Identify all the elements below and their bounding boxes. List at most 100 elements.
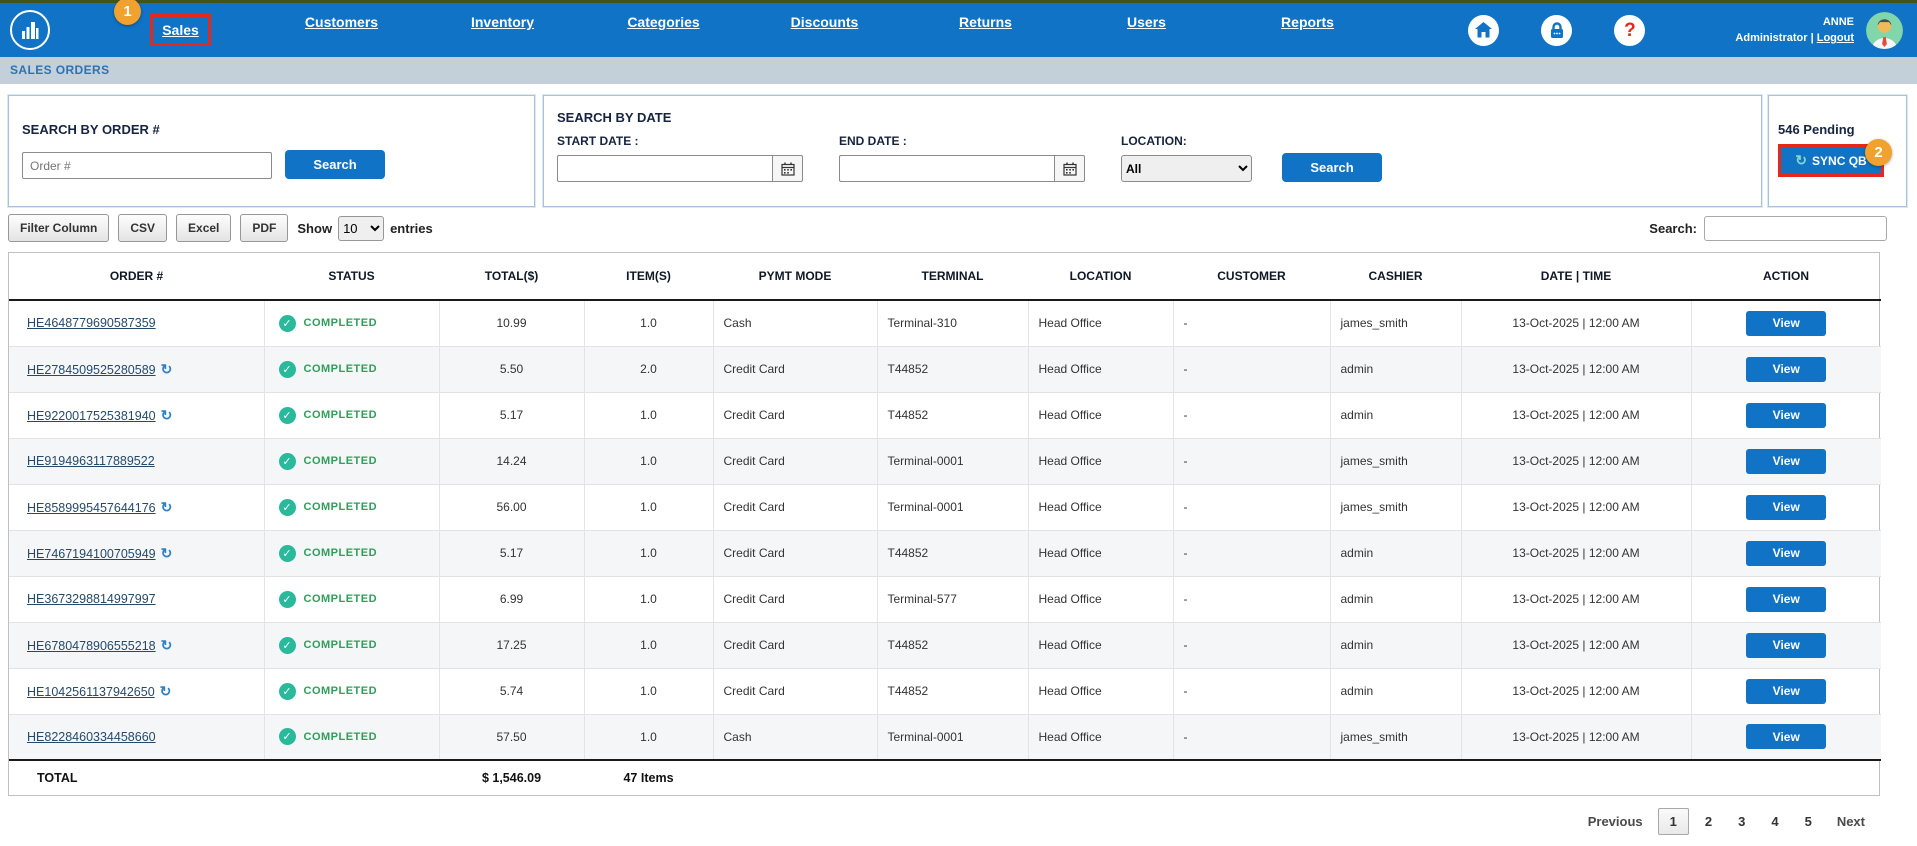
search-by-date-panel: SEARCH BY DATE START DATE : — [542, 94, 1763, 208]
view-button[interactable]: View — [1746, 356, 1827, 382]
nav-item-discounts[interactable]: Discounts — [744, 14, 905, 46]
order-link[interactable]: HE8589995457644176 — [27, 500, 156, 515]
column-header-item-s[interactable]: ITEM(S) — [584, 253, 713, 301]
logout-link[interactable]: Logout — [1816, 32, 1854, 44]
sync-highlight-box: ↻ SYNC QB — [1778, 144, 1884, 177]
location-cell: Head Office — [1028, 622, 1174, 669]
table-row: HE4648779690587359 ✓ COMPLETED 10.99 1.0 Cash… — [9, 300, 1881, 347]
pagination-page-5[interactable]: 5 — [1804, 814, 1812, 829]
help-button[interactable]: ? — [1614, 14, 1646, 46]
column-header-order[interactable]: ORDER # — [9, 253, 264, 301]
view-button[interactable]: View — [1746, 448, 1827, 474]
location-cell: Head Office — [1028, 530, 1174, 577]
nav-link-label: Reports — [1281, 14, 1334, 30]
nav-item-returns[interactable]: Returns — [905, 14, 1066, 46]
location-select[interactable]: All — [1121, 155, 1252, 182]
view-button[interactable]: View — [1746, 678, 1827, 704]
items-cell: 1.0 — [584, 392, 714, 439]
table-search-input[interactable] — [1704, 215, 1887, 241]
pagination-page-3[interactable]: 3 — [1738, 814, 1746, 829]
end-date-input[interactable] — [839, 155, 1054, 182]
view-button[interactable]: View — [1746, 540, 1827, 566]
order-search-button[interactable]: Search — [285, 150, 385, 179]
pagination-page-4[interactable]: 4 — [1771, 814, 1779, 829]
nav-item-inventory[interactable]: Inventory — [422, 14, 583, 46]
nav-item-reports[interactable]: Reports — [1227, 14, 1388, 46]
nav-item-users[interactable]: Users — [1066, 14, 1227, 46]
order-link[interactable]: HE3673298814997997 — [27, 592, 156, 606]
user-avatar[interactable] — [1866, 11, 1903, 49]
pagination-page-2[interactable]: 2 — [1704, 814, 1713, 829]
nav-item-customers[interactable]: Customers — [261, 14, 422, 46]
action-cell: View — [1691, 392, 1881, 439]
payment-mode-cell: Credit Card — [713, 438, 878, 485]
datetime-cell: 13-Oct-2025 | 12:00 AM — [1461, 576, 1692, 623]
table-row: HE9194963117889522 ✓ COMPLETED 14.24 1.0 Cred… — [9, 438, 1881, 485]
status-badge: COMPLETED — [303, 317, 378, 330]
table-row: HE8228460334458660 ✓ COMPLETED 57.50 1.0 Cash… — [9, 714, 1881, 761]
view-button[interactable]: View — [1746, 724, 1827, 750]
terminal-cell: Terminal-0001 — [877, 484, 1029, 531]
order-link[interactable]: HE7467194100705949 — [27, 546, 156, 561]
datetime-cell: 13-Oct-2025 | 12:00 AM — [1461, 484, 1692, 531]
order-link[interactable]: HE4648779690587359 — [27, 316, 156, 331]
column-header-cashier[interactable]: CASHIER — [1330, 253, 1461, 301]
view-button[interactable]: View — [1746, 402, 1827, 428]
page-length-select[interactable]: 10 — [338, 215, 385, 241]
column-header-terminal[interactable]: TERMINAL — [877, 253, 1028, 301]
order-cell: HE1042561137942650 ↻ — [9, 668, 265, 715]
terminal-cell: Terminal-0001 — [877, 438, 1029, 485]
column-header-date-time[interactable]: DATE | TIME — [1461, 253, 1691, 301]
end-date-calendar-button[interactable] — [1054, 155, 1085, 182]
user-role: Administrator — [1735, 32, 1808, 44]
datetime-cell: 13-Oct-2025 | 12:00 AM — [1461, 438, 1692, 485]
total-cell: 5.74 — [439, 668, 585, 715]
app-logo[interactable] — [10, 10, 50, 50]
csv-export-button[interactable]: CSV — [118, 214, 168, 242]
location-cell: Head Office — [1028, 668, 1174, 715]
nav-item-sales[interactable]: Sales 1 — [100, 0, 261, 46]
total-cell: 17.25 — [439, 622, 585, 669]
cashier-cell: james_smith — [1330, 714, 1462, 761]
date-search-button[interactable]: Search — [1282, 153, 1382, 182]
filter-column-button[interactable]: Filter Column — [8, 214, 110, 242]
column-header-action[interactable]: ACTION — [1691, 253, 1881, 301]
datetime-cell: 13-Oct-2025 | 12:00 AM — [1461, 346, 1692, 393]
column-header-total[interactable]: TOTAL($) — [439, 253, 584, 301]
sync-qb-button[interactable]: ↻ SYNC QB — [1781, 147, 1881, 174]
start-date-calendar-button[interactable] — [772, 155, 803, 182]
order-link[interactable]: HE9220017525381940 — [27, 408, 156, 423]
start-date-input[interactable] — [557, 155, 772, 182]
lock-button[interactable] — [1541, 14, 1573, 46]
nav-item-categories[interactable]: Categories — [583, 14, 744, 46]
column-header-customer[interactable]: CUSTOMER — [1173, 253, 1330, 301]
order-link[interactable]: HE8228460334458660 — [27, 729, 156, 744]
items-cell: 1.0 — [584, 530, 714, 577]
view-button[interactable]: View — [1746, 632, 1827, 658]
pagination-next[interactable]: Next — [1836, 814, 1865, 829]
terminal-cell: Terminal-577 — [877, 576, 1029, 623]
table-header-row: ORDER # STATUS TOTAL($) ITEM(S) PYMT MODE TER… — [9, 253, 1881, 301]
order-link[interactable]: HE9194963117889522 — [27, 454, 155, 468]
pagination-page-1[interactable]: 1 — [1657, 808, 1689, 835]
order-link[interactable]: HE2784509525280589 — [27, 362, 156, 377]
action-cell: View — [1691, 300, 1881, 347]
status-cell: ✓ COMPLETED — [264, 346, 440, 393]
column-header-status[interactable]: STATUS — [264, 253, 439, 301]
order-cell: HE8589995457644176 ↻ — [9, 484, 265, 531]
action-cell: View — [1691, 438, 1881, 485]
view-button[interactable]: View — [1746, 310, 1827, 336]
column-header-location[interactable]: LOCATION — [1028, 253, 1173, 301]
order-link[interactable]: HE6780478906555218 — [27, 638, 156, 653]
home-button[interactable] — [1468, 14, 1500, 46]
pdf-export-button[interactable]: PDF — [240, 214, 289, 242]
excel-export-button[interactable]: Excel — [176, 214, 232, 242]
column-header-pymt-mode[interactable]: PYMT MODE — [713, 253, 877, 301]
view-button[interactable]: View — [1746, 586, 1827, 612]
pagination-previous[interactable]: Previous — [1587, 814, 1643, 829]
view-button[interactable]: View — [1746, 494, 1827, 520]
items-cell: 1.0 — [584, 484, 714, 531]
order-number-input[interactable] — [22, 152, 272, 179]
order-link[interactable]: HE1042561137942650 — [27, 684, 155, 699]
sync-icon: ↻ — [1795, 152, 1808, 168]
